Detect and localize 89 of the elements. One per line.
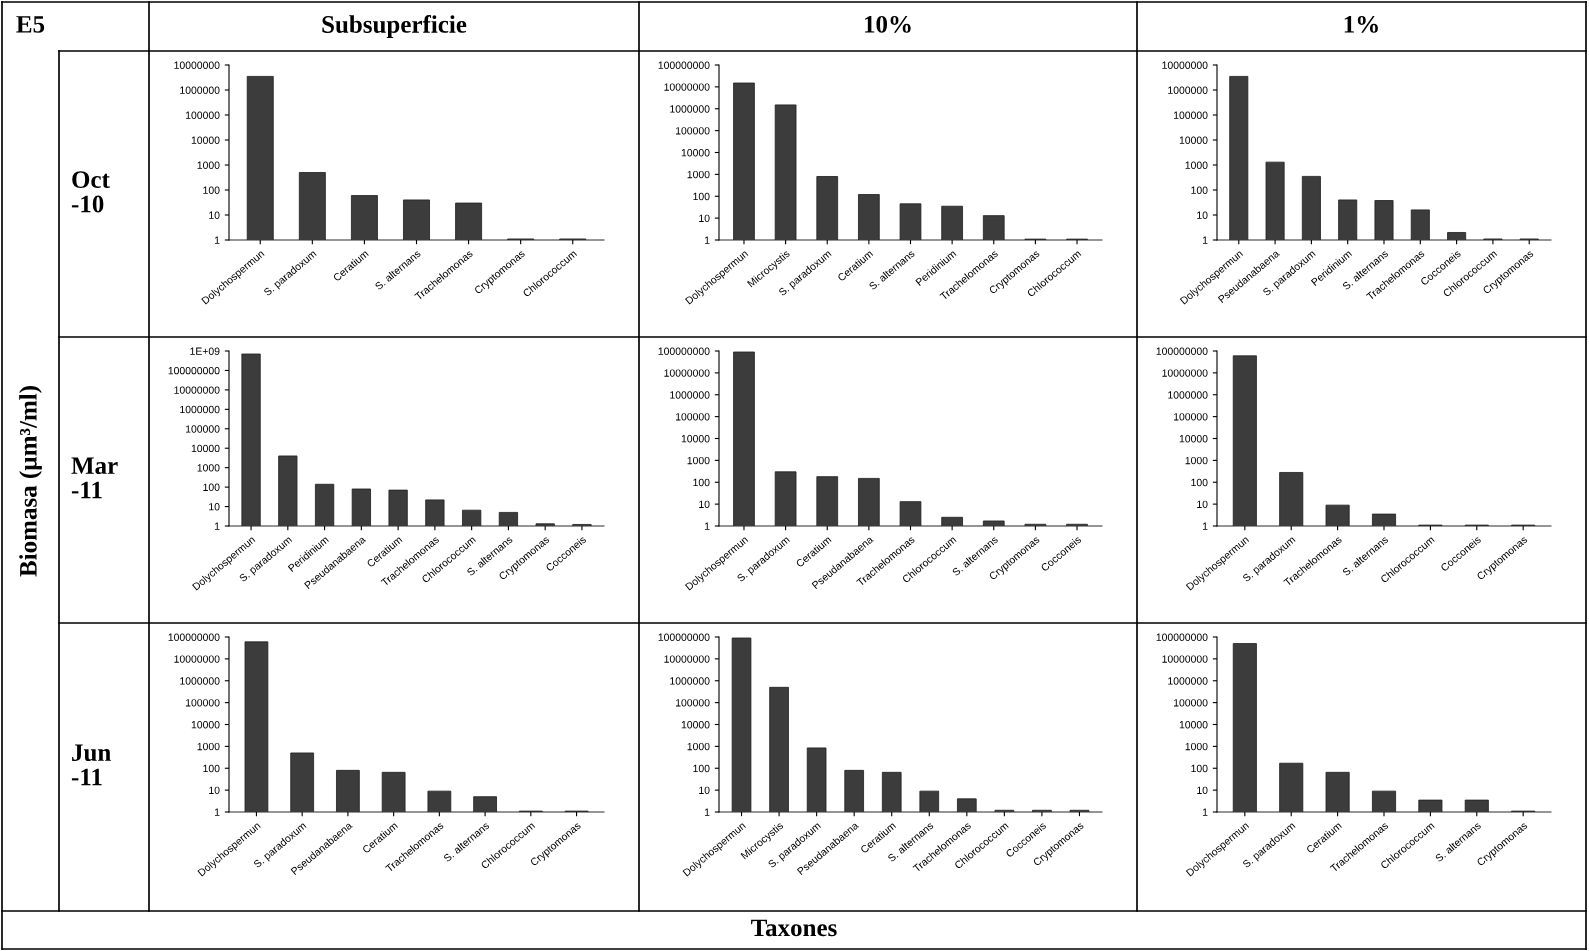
chart-title: 1% xyxy=(1344,15,1378,33)
y-tick-label: 1 xyxy=(704,808,710,816)
y-tick-label: 100000000 xyxy=(168,633,220,641)
y-tick-label: 1000000 xyxy=(1168,86,1208,94)
y-tick-label: 10 xyxy=(699,214,710,222)
text: E5 xyxy=(16,16,45,33)
y-tick-label: 10000 xyxy=(191,721,220,729)
y-tick-label: 1000000 xyxy=(1168,677,1208,685)
y-tick-label: 1000000 xyxy=(670,391,710,399)
y-tick-label: 10000000 xyxy=(664,83,710,91)
y-tick-label: 100 xyxy=(203,483,220,491)
text: Taxones xyxy=(751,919,837,937)
y-tick-label: 100000 xyxy=(676,127,710,135)
y-tick-label: 100000000 xyxy=(658,633,710,641)
text: Biomasa (µm³/ml) xyxy=(19,386,42,577)
y-tick-label: 10000 xyxy=(681,149,710,157)
y-tick-label: 100 xyxy=(203,764,220,773)
y-tick-label: 1 xyxy=(214,236,220,244)
y-tick-label: 1000000 xyxy=(670,677,710,685)
y-tick-label: 10000000 xyxy=(174,61,220,69)
y-tick-label: 10 xyxy=(1197,786,1208,794)
y-tick-label: 100000 xyxy=(1174,413,1208,421)
y-tick-label: 100 xyxy=(693,192,710,201)
y-tick-label: 1 xyxy=(1202,522,1208,530)
y-tick-label: 1000 xyxy=(1185,742,1208,751)
y-tick-label: 1000 xyxy=(687,456,710,465)
y-tick-label: 100000 xyxy=(676,699,710,707)
y-tick-label: 1 xyxy=(1202,236,1208,244)
y-tick-label: 100 xyxy=(693,478,710,487)
y-tick-label: 100000 xyxy=(1174,111,1208,119)
y-tick-label: 1000000 xyxy=(670,105,710,113)
y-tick-label: 10000000 xyxy=(174,386,220,394)
y-tick-label: 10 xyxy=(699,500,710,508)
y-tick-label: 10000000 xyxy=(664,655,710,663)
y-tick-label: 1 xyxy=(1202,808,1208,816)
y-axis-title: Jun -11 xyxy=(71,744,111,786)
y-tick-label: 10 xyxy=(209,503,220,511)
y-tick-label: 100000000 xyxy=(658,61,710,69)
y-axis-title: Mar -11 xyxy=(71,457,118,499)
y-tick-label: 100000000 xyxy=(658,347,710,355)
y-tick-label: 100000 xyxy=(186,425,220,433)
y-tick-label: 1000 xyxy=(1185,456,1208,465)
chart-title: 10% xyxy=(865,15,911,33)
y-tick-label: 10000 xyxy=(1179,721,1208,729)
y-tick-label: 100 xyxy=(1191,478,1208,487)
y-tick-label: 10000000 xyxy=(664,369,710,377)
y-tick-label: 100 xyxy=(693,764,710,773)
y-tick-label: 100 xyxy=(203,186,220,194)
y-tick-label: 100000 xyxy=(186,111,220,119)
y-tick-label: 10000000 xyxy=(1162,655,1208,663)
y-tick-label: 10000 xyxy=(191,136,220,144)
y-tick-label: 10000 xyxy=(1179,136,1208,144)
y-tick-label: 100000000 xyxy=(1156,347,1208,355)
y-tick-label: 1 xyxy=(704,522,710,530)
y-tick-label: 1000 xyxy=(197,161,220,169)
y-tick-label: 10000 xyxy=(191,444,220,453)
y-tick-label: 1 xyxy=(214,808,220,816)
chart-title: Subsuperficie xyxy=(322,15,467,38)
y-tick-label: 10000000 xyxy=(174,655,220,663)
y-tick-label: 10000000 xyxy=(1162,369,1208,377)
y-axis-title: Oct -10 xyxy=(71,171,110,213)
y-tick-label: 10000000 xyxy=(1162,61,1208,69)
y-tick-label: 100 xyxy=(1191,186,1208,194)
y-tick-label: 1000 xyxy=(687,742,710,751)
y-tick-label: 100000000 xyxy=(168,366,220,375)
y-tick-label: 100000 xyxy=(1174,699,1208,707)
y-tick-label: 1000 xyxy=(197,742,220,751)
y-tick-label: 1 xyxy=(704,236,710,244)
y-tick-label: 10000 xyxy=(1179,435,1208,443)
y-tick-label: 1000000 xyxy=(1168,391,1208,399)
y-tick-label: 1000000 xyxy=(180,405,220,414)
y-tick-label: 1000000 xyxy=(180,677,220,685)
y-tick-label: 100000 xyxy=(676,413,710,421)
y-tick-label: 100 xyxy=(1191,764,1208,773)
y-tick-label: 1000000 xyxy=(180,86,220,94)
y-tick-label: 1000 xyxy=(1185,161,1208,169)
y-tick-label: 10000 xyxy=(681,435,710,443)
y-tick-label: 100000 xyxy=(186,699,220,707)
y-tick-label: 1 xyxy=(214,522,220,530)
y-tick-label: 100000000 xyxy=(1156,633,1208,641)
y-tick-label: 1000 xyxy=(197,464,220,472)
y-tick-label: 1000 xyxy=(687,170,710,179)
y-tick-label: 10 xyxy=(209,786,220,794)
y-tick-label: 10 xyxy=(1197,500,1208,508)
y-tick-label: 10000 xyxy=(681,721,710,729)
y-tick-label: 10 xyxy=(1197,211,1208,219)
y-tick-label: 10 xyxy=(699,786,710,794)
y-tick-label: 10 xyxy=(209,211,220,219)
y-tick-label: 1E+09 xyxy=(190,347,220,355)
